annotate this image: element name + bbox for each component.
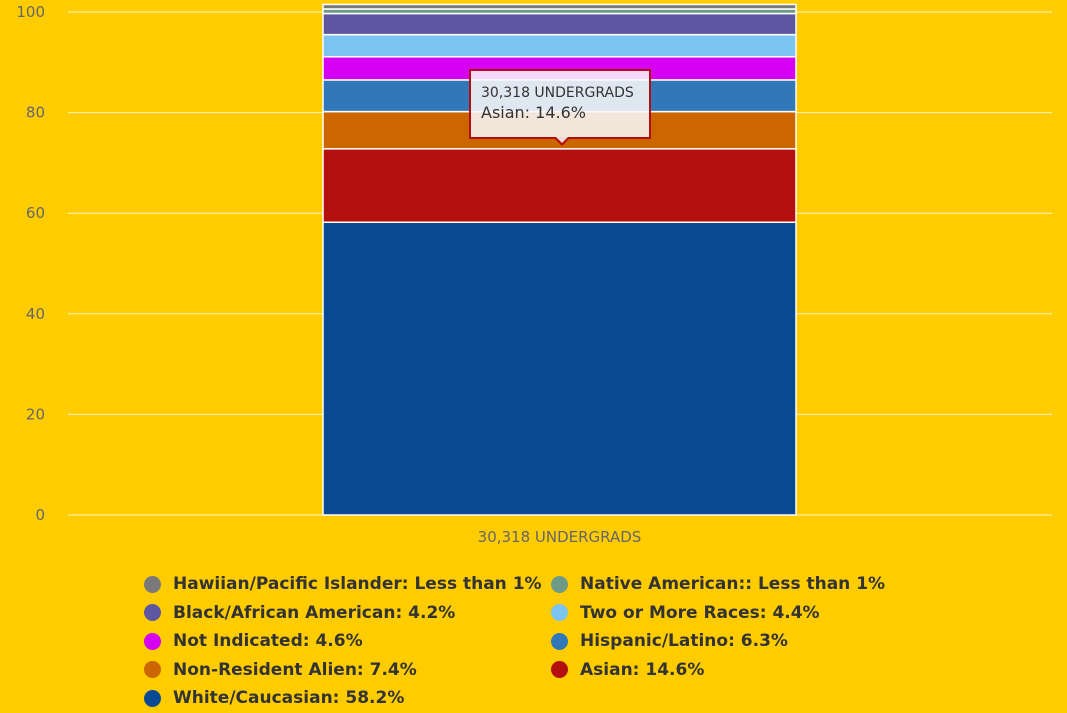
- legend-label: Not Indicated: 4.6%: [173, 631, 363, 651]
- legend-label: Hispanic/Latino: 6.3%: [580, 631, 788, 651]
- legend-label: Black/African American: 4.2%: [173, 602, 456, 623]
- legend-label: White/Caucasian: 58.2%: [173, 688, 405, 708]
- y-tick-label: 40: [26, 305, 45, 323]
- legend-marker: [144, 661, 161, 678]
- y-tick-label: 20: [26, 405, 45, 423]
- legend-marker: [551, 632, 568, 650]
- legend-marker: [144, 604, 161, 621]
- bar-segment-hawiian-pacific-islander[interactable]: [322, 3, 797, 10]
- legend-item[interactable]: Native American:: Less than 1%: [551, 574, 885, 594]
- legend-label: Hawiian/Pacific Islander: Less than 1%: [173, 574, 542, 594]
- y-tick-label: 0: [35, 506, 45, 524]
- bar-segment-white-caucasian[interactable]: [322, 221, 797, 516]
- legend-item[interactable]: Black/African American: 4.2%: [144, 603, 455, 623]
- x-category-label: 30,318 UNDERGRADS: [478, 528, 642, 546]
- chart-tooltip: 30,318 UNDERGRADS Asian: 14.6%: [469, 69, 651, 146]
- legend-item[interactable]: Two or More Races: 4.4%: [551, 603, 820, 623]
- legend-marker: [551, 661, 568, 678]
- bar-segment-black-african-american[interactable]: [322, 12, 797, 36]
- legend-marker: [144, 575, 161, 593]
- legend-label: Asian: 14.6%: [580, 659, 705, 680]
- legend-marker: [144, 689, 161, 707]
- legend-label: Native American:: Less than 1%: [580, 574, 886, 594]
- legend-item[interactable]: Non-Resident Alien: 7.4%: [144, 660, 417, 680]
- y-tick-label: 80: [26, 104, 45, 122]
- legend-item[interactable]: Asian: 14.6%: [551, 660, 704, 680]
- legend-label: Non-Resident Alien: 7.4%: [173, 659, 417, 680]
- legend-marker: [551, 604, 568, 621]
- legend-item[interactable]: White/Caucasian: 58.2%: [144, 688, 404, 708]
- y-tick-label: 60: [26, 204, 45, 222]
- legend-item[interactable]: Hispanic/Latino: 6.3%: [551, 631, 788, 651]
- legend-item[interactable]: Not Indicated: 4.6%: [144, 631, 363, 651]
- legend-marker: [551, 575, 568, 593]
- tooltip-title: 30,318 UNDERGRADS: [481, 85, 634, 101]
- legend-marker: [144, 632, 161, 650]
- bar-segment-two-or-more-races[interactable]: [322, 33, 797, 58]
- legend-item[interactable]: Hawiian/Pacific Islander: Less than 1%: [144, 574, 542, 594]
- y-tick-label: 100: [16, 3, 45, 21]
- bar-segment-asian[interactable]: [322, 148, 797, 224]
- legend-label: Two or More Races: 4.4%: [580, 602, 820, 623]
- tooltip-body: Asian: 14.6%: [481, 103, 586, 122]
